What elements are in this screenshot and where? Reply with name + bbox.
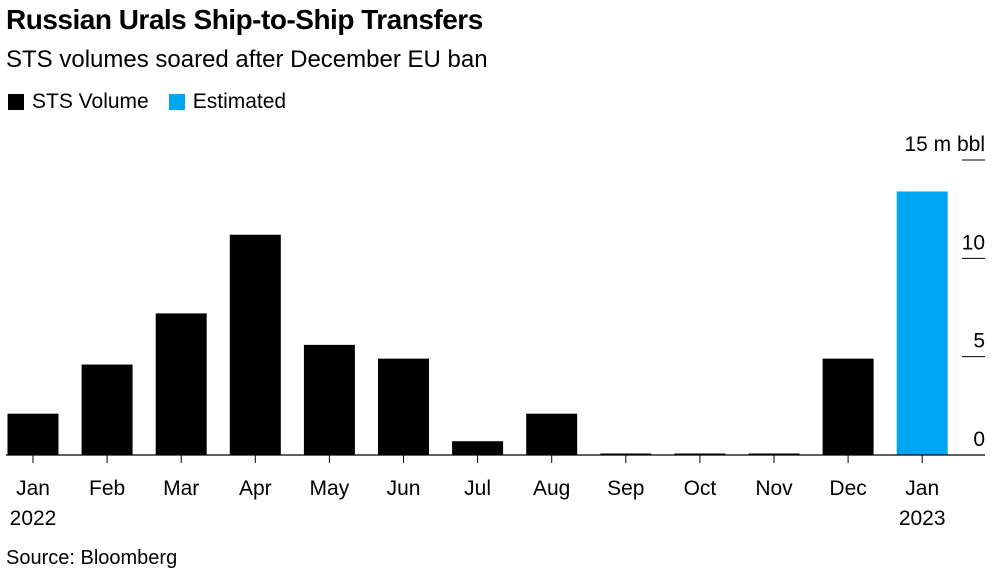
x-tick-label-6: Jul [464, 477, 491, 500]
y-tick-label-15: 15 m bbl [904, 133, 985, 156]
bar-sts-volume-6 [452, 441, 504, 455]
x-year-label-0: 2022 [10, 507, 57, 530]
bar-sts-volume-5 [378, 358, 429, 455]
x-tick-label-7: Aug [533, 477, 570, 500]
x-tick-label-2: Mar [163, 477, 199, 500]
bar-sts-volume-11 [822, 358, 874, 455]
legend-label-sts-volume: STS Volume [32, 90, 149, 113]
x-tick-label-4: May [310, 477, 350, 500]
legend-item-sts-volume: STS Volume [8, 90, 149, 114]
bar-sts-volume-0 [7, 413, 59, 455]
legend-label-estimated: Estimated [192, 90, 287, 113]
y-tick-label-0: 0 [973, 428, 985, 451]
bar-sts-volume-10 [748, 453, 800, 455]
chart-title: Russian Urals Ship-to-Ship Transfers [6, 4, 483, 35]
x-tick-label-0: Jan [16, 477, 50, 500]
legend: STS Volume Estimated [8, 90, 306, 114]
legend-item-estimated: Estimated [168, 90, 287, 114]
x-tick-label-10: Nov [755, 477, 793, 500]
y-tick-label-10: 10 [962, 231, 985, 254]
x-tick-label-5: Jun [387, 477, 421, 500]
x-tick-label-9: Oct [684, 477, 717, 500]
bar-sts-volume-8 [600, 453, 652, 455]
chart-subtitle: STS volumes soared after December EU ban [6, 46, 488, 73]
x-tick-label-11: Dec [829, 477, 866, 500]
legend-swatch-sts-volume [8, 94, 24, 110]
source-note: Source: Bloomberg [6, 547, 178, 569]
x-tick-label-8: Sep [607, 477, 644, 500]
legend-swatch-estimated [168, 94, 185, 110]
bar-sts-volume-1 [81, 364, 133, 455]
bar-chart: 0 5 10 15 m bbl Jan 2022 Feb Mar Apr May Jun Jul Aug… [6, 133, 985, 530]
x-tick-label-12: Jan [905, 477, 939, 500]
bar-estimated-12 [896, 191, 948, 455]
bar-sts-volume-3 [229, 234, 281, 455]
bar-sts-volume-2 [155, 313, 207, 455]
x-year-label-12: 2023 [899, 507, 946, 530]
y-tick-label-5: 5 [973, 330, 985, 353]
x-tick-label-3: Apr [239, 477, 272, 500]
bar-sts-volume-9 [674, 453, 726, 455]
x-tick-label-1: Feb [89, 477, 125, 500]
bar-sts-volume-4 [303, 344, 355, 455]
bar-sts-volume-7 [526, 413, 578, 455]
